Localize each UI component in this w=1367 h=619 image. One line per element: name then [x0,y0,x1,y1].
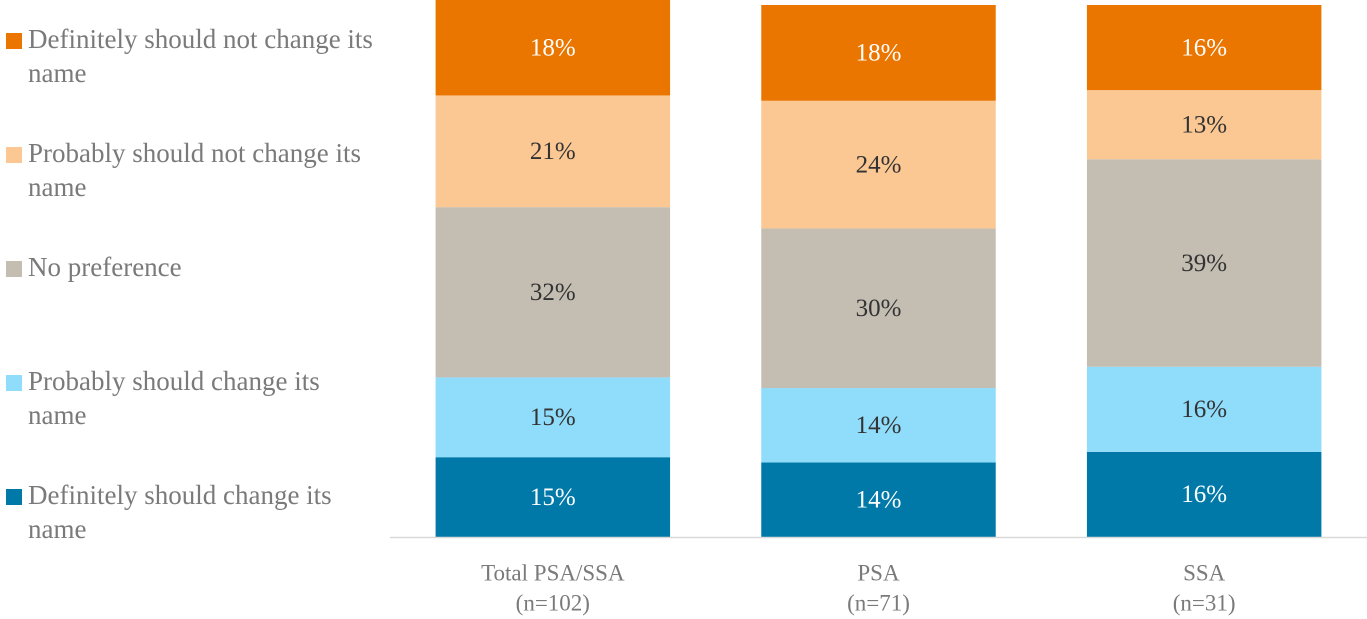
legend-swatch [6,375,22,391]
bar-segment [761,5,996,101]
legend-swatch [6,261,22,277]
legend-swatch [6,33,22,49]
data-label: 16% [1181,481,1227,508]
data-label: 30% [856,295,902,322]
legend: Definitely should change its name Probabl… [0,0,385,619]
legend-item: Probably should not change its name [6,136,376,204]
bar-segment [1086,5,1322,91]
data-label: 13% [1181,111,1227,138]
bar-segment [1086,451,1322,537]
bar-segment [435,0,671,96]
x-tick-label: (n=31) [1173,590,1236,615]
data-label: 16% [1181,34,1227,61]
bar-segment [761,388,996,463]
legend-label: Probably should not change its name [28,138,361,202]
legend-label: Probably should change its name [28,366,320,430]
data-label: 18% [856,40,902,67]
data-label: 21% [530,138,576,165]
x-tick-label: SSA [1183,560,1226,585]
data-label: 15% [530,404,576,431]
bar-segment [435,457,671,537]
x-tick-label: PSA [857,560,900,585]
data-label: 39% [1181,250,1227,277]
bar-segment [435,95,671,208]
bar-segment [435,377,671,458]
legend-item: Probably should change its name [6,364,376,432]
legend-label: No preference [28,252,182,282]
legend-label: Definitely should change its name [28,480,332,544]
legend-swatch [6,147,22,163]
bar-segment [435,207,671,378]
bar-segment [761,228,996,389]
x-tick-label: Total PSA/SSA [481,560,625,585]
data-label: 18% [530,34,576,61]
legend-swatch [6,489,22,505]
data-label: 32% [530,279,576,306]
data-label: 14% [856,486,902,513]
data-label: 16% [1181,396,1227,423]
x-tick-label: (n=102) [516,590,590,615]
data-label: 24% [856,151,902,178]
bar-segment [1086,366,1322,452]
legend-item: Definitely should change its name [6,478,376,546]
data-label: 15% [530,484,576,511]
x-tick-label: (n=71) [847,590,910,615]
bar-segment [761,462,996,537]
bar-segment [761,100,996,229]
legend-label: Definitely should not change its name [28,24,373,88]
bar-segment [1086,90,1322,160]
bar-segment [1086,159,1322,367]
data-label: 14% [856,412,902,439]
legend-item: No preference [6,250,376,284]
legend-item: Definitely should not change its name [6,22,376,90]
